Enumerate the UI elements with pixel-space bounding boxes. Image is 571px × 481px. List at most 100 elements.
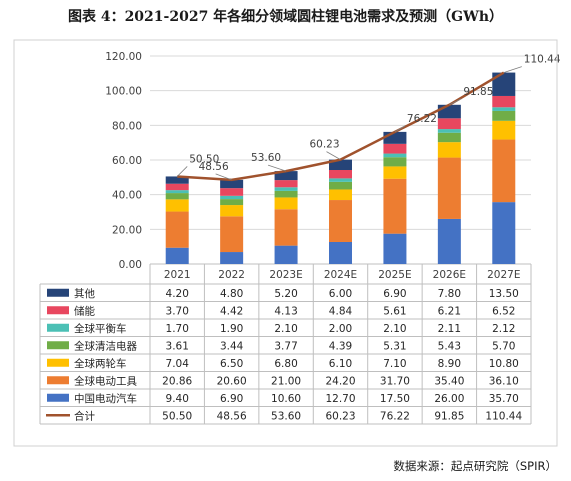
table-cell-value: 53.60 (271, 410, 301, 422)
table-cell-value: 6.21 (438, 305, 461, 317)
label-leader (176, 166, 188, 177)
bar-segment (492, 110, 516, 121)
table-cell-value: 6.00 (329, 288, 352, 300)
label-leader (503, 66, 522, 73)
table-cell-value: 6.10 (329, 358, 352, 370)
x-category-label: 2022 (218, 269, 245, 281)
y-tick-label: 100.00 (105, 86, 142, 98)
table-cell-value: 6.90 (383, 288, 406, 300)
table-cell-value: 5.61 (383, 305, 406, 317)
bar-segment (329, 200, 352, 242)
bar-segment (274, 187, 298, 191)
bar-segment (165, 211, 189, 248)
table-cell-value: 6.50 (220, 358, 243, 370)
x-category-label: 2023E (269, 269, 302, 281)
legend-label: 全球两轮车 (74, 357, 127, 370)
table-cell-value: 10.80 (489, 358, 519, 370)
bar-segment (492, 202, 516, 264)
table-cell-value: 5.20 (274, 288, 297, 300)
bar-segment (274, 171, 298, 181)
bar-segment (329, 241, 352, 264)
bar-segment (274, 209, 298, 246)
bar-segment (492, 72, 516, 96)
table-cell-value: 5.43 (438, 340, 461, 352)
table-cell-value: 2.12 (492, 323, 515, 335)
bar-segment (165, 247, 189, 264)
label-leader (326, 151, 341, 160)
table-cell-value: 31.70 (380, 375, 410, 387)
table-cell-value: 8.90 (438, 358, 461, 370)
table-cell-value: 4.20 (166, 288, 189, 300)
table-cell-value: 6.80 (274, 358, 297, 370)
table-cell-value: 7.10 (383, 358, 406, 370)
x-category-label: 2026E (433, 269, 466, 281)
total-data-label: 50.50 (189, 153, 219, 165)
table-cell-value: 7.80 (438, 288, 461, 300)
table-cell-value: 2.10 (383, 323, 406, 335)
table-cell-value: 35.40 (434, 375, 464, 387)
legend-label: 全球电动工具 (74, 374, 137, 387)
bar-segment (437, 132, 461, 143)
bar-segment (383, 157, 407, 167)
table-cell-value: 2.11 (438, 323, 461, 335)
bar-segment (165, 183, 189, 191)
chart-title: 图表 4：2021-2027 年各细分领域圆柱锂电池需求及预测（GWh） (67, 9, 504, 25)
table-cell-value: 26.00 (434, 393, 464, 405)
bar-segment (274, 190, 298, 198)
table-cell-value: 36.10 (489, 375, 519, 387)
table-cell-value: 3.77 (274, 340, 297, 352)
bar-segment (383, 233, 407, 264)
bar-segment (383, 153, 407, 158)
bar-segment (437, 118, 461, 130)
bar-segment (437, 129, 461, 133)
y-tick-label: 60.00 (112, 155, 142, 167)
table-cell-value: 1.70 (166, 323, 189, 335)
table-cell-value: 12.70 (325, 393, 355, 405)
table-cell-value: 5.70 (492, 340, 515, 352)
y-tick-label: 40.00 (112, 190, 142, 202)
table-cell-value: 4.13 (274, 305, 297, 317)
x-category-label: 2027E (487, 269, 520, 281)
bar-segment (492, 120, 516, 140)
table-cell-value: 4.42 (220, 305, 243, 317)
table-cell-value: 3.44 (220, 340, 244, 352)
total-data-label: 91.85 (463, 86, 493, 98)
bar-segment (383, 131, 407, 144)
chart-frame (13, 39, 558, 447)
table-cell-value: 21.00 (271, 375, 301, 387)
bar-segment (437, 104, 461, 119)
x-category-label: 2025E (378, 269, 411, 281)
table-cell-value: 3.70 (166, 305, 189, 317)
table-cell-value: 20.60 (217, 375, 247, 387)
label-leader (267, 164, 287, 172)
bar-segment (220, 205, 244, 217)
y-tick-label: 80.00 (112, 120, 142, 132)
legend-label: 中国电动汽车 (74, 392, 137, 405)
label-leader (449, 98, 462, 106)
total-data-label: 60.23 (309, 139, 339, 151)
table-cell-value: 24.20 (325, 375, 355, 387)
bar-segment (165, 190, 189, 194)
legend-label: 其他 (74, 287, 95, 300)
bar-segment (437, 142, 461, 158)
label-leader (215, 173, 232, 181)
source-note: 数据来源：起点研究院（SPIR） (393, 459, 557, 473)
legend-swatch (47, 323, 69, 332)
table-cell-value: 2.10 (274, 323, 297, 335)
legend-label: 全球清洁电器 (74, 339, 137, 352)
table-cell-value: 76.22 (380, 410, 410, 422)
x-category-label: 2021 (164, 269, 191, 281)
table-cell-value: 2.00 (329, 323, 352, 335)
bar-segment (437, 218, 461, 264)
table-cell-value: 35.70 (489, 393, 519, 405)
bar-segment (274, 245, 298, 264)
bar-segment (329, 181, 352, 190)
legend-swatch (47, 358, 69, 367)
legend-swatch (47, 306, 69, 315)
table-cell-value: 13.50 (489, 288, 519, 300)
total-data-label: 53.60 (251, 152, 281, 164)
table-cell-value: 10.60 (271, 393, 301, 405)
label-leader (394, 125, 406, 133)
table-cell-value: 5.31 (383, 340, 406, 352)
